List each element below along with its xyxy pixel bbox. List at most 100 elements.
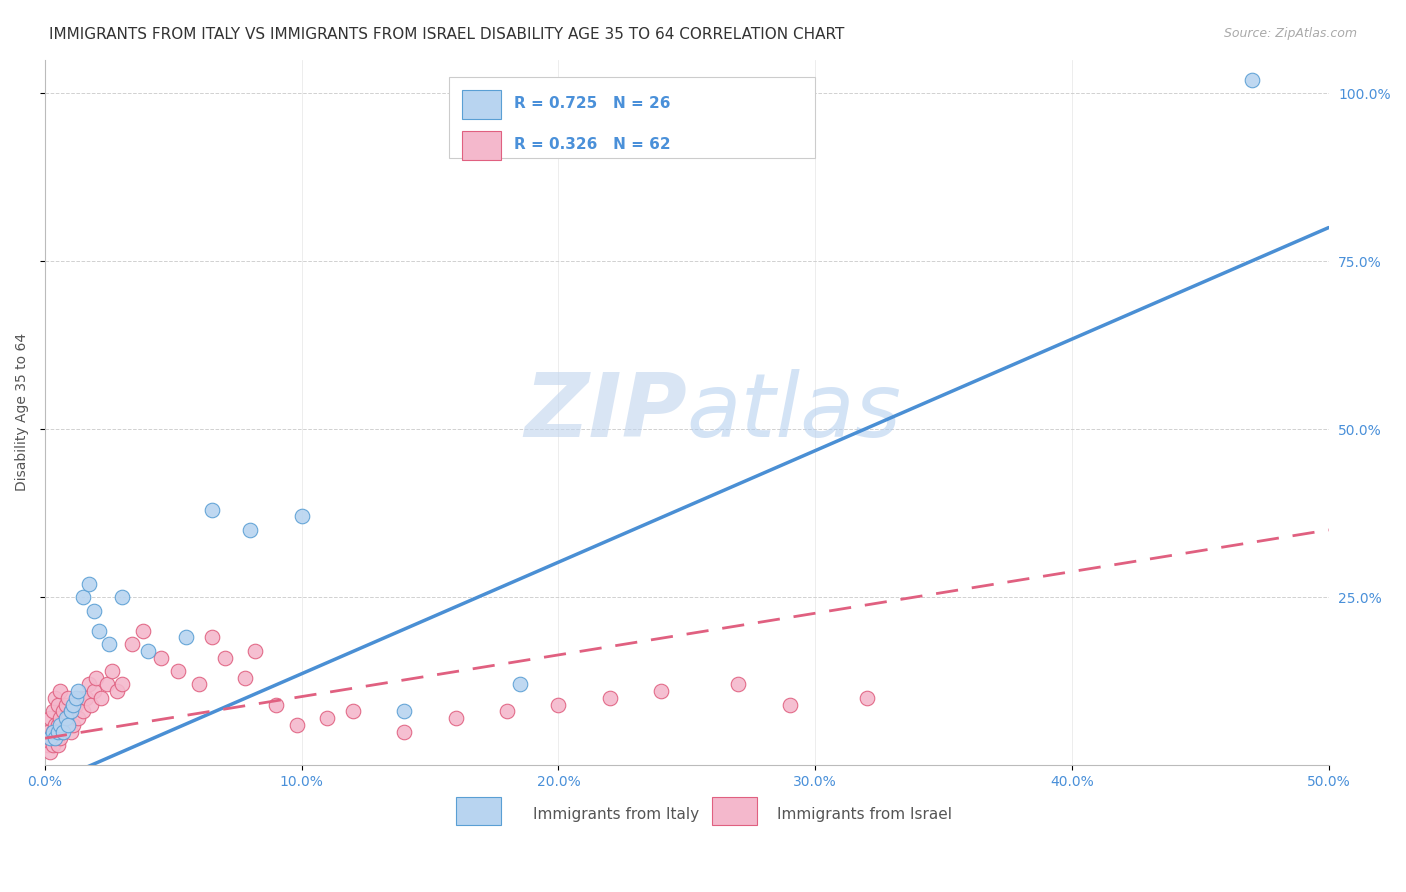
Point [394, 704, 416, 718]
FancyBboxPatch shape [450, 78, 815, 159]
Point [41, 724, 63, 739]
Point [214, 650, 236, 665]
Point [55, 711, 77, 725]
Point [41, 724, 63, 739]
Point [239, 523, 262, 537]
Point [167, 664, 190, 678]
FancyBboxPatch shape [713, 797, 758, 825]
Text: Immigrants from Israel: Immigrants from Israel [776, 807, 952, 822]
Point [56, 690, 79, 705]
Point [39, 731, 62, 746]
Text: atlas: atlas [686, 369, 901, 455]
Point [55, 698, 77, 712]
Point [59, 724, 82, 739]
Point [41, 704, 63, 718]
Point [444, 711, 467, 725]
FancyBboxPatch shape [463, 131, 501, 160]
Point [188, 677, 211, 691]
Point [201, 502, 224, 516]
Point [264, 698, 287, 712]
Point [72, 704, 94, 718]
Point [75, 690, 97, 705]
Point [547, 698, 569, 712]
Point [201, 631, 224, 645]
Point [90, 690, 112, 705]
Point [316, 711, 339, 725]
Point [174, 631, 197, 645]
Point [44, 718, 66, 732]
Point [650, 684, 672, 698]
Point [100, 664, 122, 678]
Point [80, 698, 103, 712]
Point [509, 677, 531, 691]
Point [233, 671, 256, 685]
Point [49, 731, 72, 746]
Point [149, 650, 172, 665]
Point [52, 704, 75, 718]
Point [39, 711, 62, 725]
Point [46, 738, 69, 752]
Point [727, 677, 749, 691]
Point [96, 677, 118, 691]
Point [49, 711, 72, 725]
Point [394, 724, 416, 739]
Y-axis label: Disability Age 35 to 64: Disability Age 35 to 64 [15, 334, 30, 491]
Point [496, 704, 519, 718]
Point [37, 724, 59, 739]
Point [65, 698, 87, 712]
Point [105, 684, 128, 698]
Text: ZIP: ZIP [524, 369, 686, 456]
Point [65, 690, 87, 705]
Point [98, 637, 121, 651]
Point [46, 724, 69, 739]
Point [87, 624, 110, 638]
Text: R = 0.725   N = 26: R = 0.725 N = 26 [513, 96, 671, 111]
Point [77, 677, 100, 691]
Text: Immigrants from Italy: Immigrants from Italy [533, 807, 699, 822]
Point [62, 718, 84, 732]
FancyBboxPatch shape [463, 90, 501, 119]
Point [37, 738, 59, 752]
Text: IMMIGRANTS FROM ITALY VS IMMIGRANTS FROM ISRAEL DISABILITY AGE 35 TO 64 CORRELAT: IMMIGRANTS FROM ITALY VS IMMIGRANTS FROM… [49, 27, 845, 42]
Point [136, 644, 159, 658]
Point [41, 738, 63, 752]
Point [52, 724, 75, 739]
Point [83, 684, 105, 698]
Point [56, 718, 79, 732]
Point [111, 590, 134, 604]
Point [77, 576, 100, 591]
Text: Source: ZipAtlas.com: Source: ZipAtlas.com [1223, 27, 1357, 40]
Point [44, 731, 66, 746]
Point [131, 624, 153, 638]
Point [59, 704, 82, 718]
Point [245, 644, 267, 658]
Point [1240, 72, 1263, 87]
Point [83, 603, 105, 617]
Point [49, 718, 72, 732]
Point [56, 711, 79, 725]
Point [44, 690, 66, 705]
Point [855, 690, 877, 705]
Point [44, 731, 66, 746]
Point [55, 718, 77, 732]
Point [46, 698, 69, 712]
Point [52, 724, 75, 739]
Point [67, 711, 90, 725]
Point [70, 690, 93, 705]
Point [342, 704, 364, 718]
Point [285, 718, 308, 732]
Point [86, 671, 108, 685]
Point [49, 684, 72, 698]
Point [599, 690, 621, 705]
Point [121, 637, 143, 651]
Point [779, 698, 801, 712]
Point [46, 718, 69, 732]
Point [59, 704, 82, 718]
Point [67, 684, 90, 698]
Text: R = 0.326   N = 62: R = 0.326 N = 62 [513, 136, 671, 152]
Point [62, 698, 84, 712]
Point [111, 677, 134, 691]
Point [291, 509, 314, 524]
Point [72, 590, 94, 604]
FancyBboxPatch shape [456, 797, 501, 825]
